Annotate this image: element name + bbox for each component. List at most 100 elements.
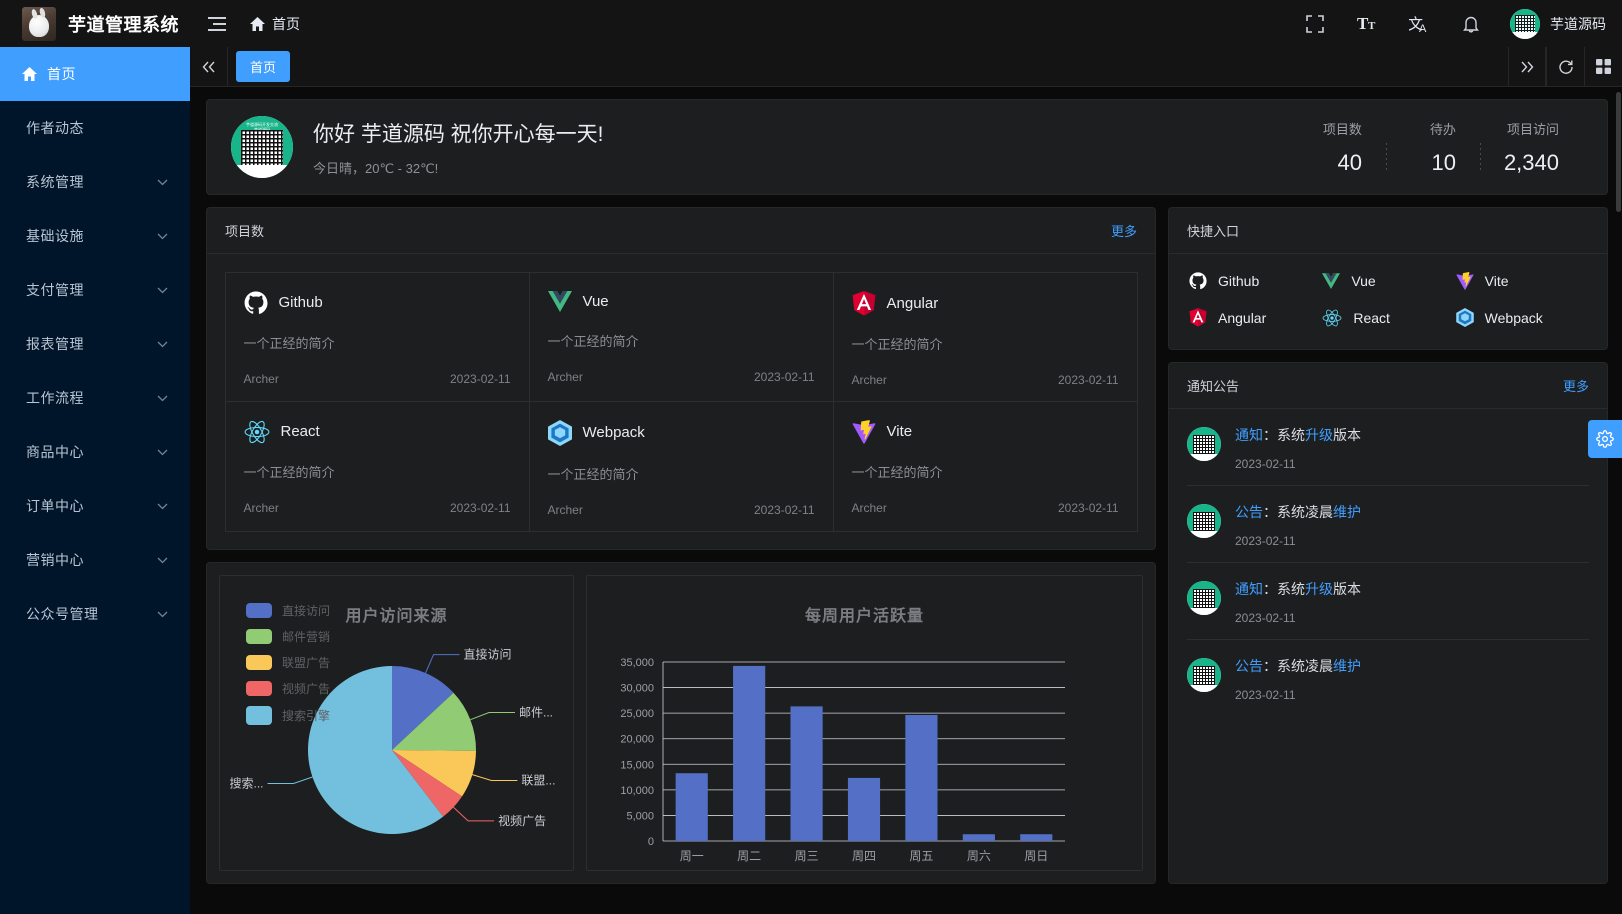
welcome-card: 芋道源码开发交流芋道源码 你好 芋道源码 祝你开心每一天! 今日晴，20℃ - … [206, 99, 1608, 195]
project-title-row: Webpack [547, 419, 815, 446]
sidebar-item-home[interactable]: 首页 [0, 47, 190, 101]
sidebar-item-label: 基础设施 [26, 228, 84, 244]
stat-value: 2,340 [1503, 149, 1559, 175]
home-icon [250, 16, 265, 31]
sidebar-item-workflow[interactable]: 工作流程 [0, 371, 190, 425]
sidebar-item-label: 支付管理 [26, 282, 84, 298]
sidebar-item-label: 报表管理 [26, 336, 84, 352]
sidebar-item-report[interactable]: 报表管理 [0, 317, 190, 371]
notice-body: 公告：系统凌晨维护 2023-02-11 [1235, 656, 1361, 702]
pie-chart-title: 用户访问来源 [345, 608, 448, 625]
tab-home[interactable]: 首页 [236, 51, 291, 82]
project-card[interactable]: Angular 一个正经的简介 Archer 2023-02-11 [832, 271, 1138, 402]
qrcode-avatar [1187, 427, 1221, 461]
app-title: 芋道管理系统 [68, 14, 179, 35]
qrcode-avatar [1187, 658, 1221, 692]
sidebar-item-label: 工作流程 [26, 390, 84, 406]
brand[interactable]: 芋道管理系统 [0, 6, 190, 41]
quick-item-github[interactable]: Github [1189, 272, 1322, 290]
legend-item[interactable]: 搜索引擎 [246, 706, 330, 725]
notice-title: 公告：系统凌晨维护 [1235, 504, 1361, 520]
legend-item[interactable]: 视频广告 [246, 680, 330, 697]
vue-icon [547, 290, 572, 313]
project-card[interactable]: React 一个正经的简介 Archer 2023-02-11 [224, 400, 530, 532]
sidebar-item-mp[interactable]: 公众号管理 [0, 587, 190, 641]
pie-chart-svg[interactable]: 直接访问邮件...联盟...视频广告搜索... [220, 576, 573, 870]
bar-chart-title: 每周用户活跃量 [804, 608, 924, 625]
quick-item-label: Vue [1351, 273, 1376, 289]
double-chevron-right-icon[interactable] [1508, 47, 1546, 86]
svg-text:直接访问: 直接访问 [464, 647, 512, 662]
notice-item[interactable]: 公告：系统凌晨维护 2023-02-11 [1187, 640, 1589, 716]
project-card[interactable]: Vue 一个正经的简介 Archer 2023-02-11 [528, 271, 834, 402]
breadcrumb[interactable]: 首页 [250, 14, 300, 34]
hamburger-icon[interactable] [204, 11, 230, 37]
stat-label: 项目访问 [1506, 121, 1559, 137]
quick-item-angular[interactable]: Angular [1189, 308, 1322, 327]
quick-item-vite[interactable]: Vite [1456, 272, 1589, 290]
notice-item[interactable]: 公告：系统凌晨维护 2023-02-11 [1187, 486, 1589, 563]
bell-icon[interactable] [1458, 11, 1484, 37]
content: 芋道源码开发交流芋道源码 你好 芋道源码 祝你开心每一天! 今日晴，20℃ - … [190, 87, 1622, 914]
sidebar-item-system[interactable]: 系统管理 [0, 155, 190, 209]
gear-icon [1596, 430, 1614, 448]
refresh-icon[interactable] [1546, 47, 1584, 86]
quick-item-label: Angular [1218, 309, 1267, 326]
pie-chart: 用户访问来源 直接访问 邮件营销 [219, 575, 574, 871]
project-meta: Archer 2023-02-11 [548, 370, 815, 384]
notice-more-link[interactable]: 更多 [1562, 379, 1589, 394]
notice-item[interactable]: 通知：系统升级版本 2023-02-11 [1187, 563, 1589, 640]
welcome-text: 你好 芋道源码 祝你开心每一天! 今日晴，20℃ - 32℃! [313, 118, 604, 177]
project-meta: Archer 2023-02-11 [852, 501, 1119, 515]
project-card[interactable]: Webpack 一个正经的简介 Archer 2023-02-11 [528, 400, 834, 532]
projects-more-link[interactable]: 更多 [1110, 224, 1137, 239]
double-chevron-left-icon[interactable] [190, 47, 228, 86]
vite-icon [1456, 272, 1474, 290]
project-meta: Archer 2023-02-11 [244, 372, 511, 386]
notice-item[interactable]: 通知：系统升级版本 2023-02-11 [1187, 409, 1589, 486]
sidebar-item-product[interactable]: 商品中心 [0, 425, 190, 479]
svg-text:周六: 周六 [967, 849, 991, 863]
quick-item-react[interactable]: React [1322, 308, 1455, 327]
fullscreen-icon[interactable] [1302, 11, 1328, 37]
sidebar-item-author-news[interactable]: 作者动态 [0, 101, 190, 155]
settings-fab-button[interactable] [1588, 420, 1622, 458]
svg-text:T: T [1368, 20, 1376, 32]
notice-title: 通知：系统升级版本 [1235, 427, 1361, 443]
notice-panel-head: 通知公告 更多 [1169, 363, 1607, 409]
body: 首页 作者动态 系统管理 基础设施 支付管理 报表管理 工作流程 [0, 47, 1622, 914]
qrcode-avatar [1187, 504, 1221, 538]
bar-chart-svg[interactable]: 0 5,000 10,000 15,000 20,000 25,000 30,000 35,0… [587, 576, 1072, 870]
project-title-row: Angular [852, 290, 1119, 316]
svg-text:联盟...: 联盟... [521, 774, 555, 788]
legend-swatch [246, 681, 272, 696]
legend-item[interactable]: 邮件营销 [246, 628, 330, 645]
sidebar-item-order[interactable]: 订单中心 [0, 479, 190, 533]
bar-chart: 每周用户活跃量 0 5,000 10,000 15,000 20,000 25,000 30… [586, 575, 1143, 871]
vertical-scrollbar[interactable] [1616, 92, 1621, 212]
quick-item-vue[interactable]: Vue [1322, 272, 1455, 290]
user-menu[interactable]: 芋道源码 [1510, 8, 1606, 39]
project-name: Vite [886, 423, 913, 440]
middle-row: 项目数 更多 Github [206, 207, 1608, 884]
sidebar-item-payment[interactable]: 支付管理 [0, 263, 190, 317]
sidebar-item-marketing[interactable]: 营销中心 [0, 533, 190, 587]
legend-item[interactable]: 联盟广告 [246, 654, 330, 671]
grid-icon[interactable] [1584, 47, 1622, 86]
project-card[interactable]: Vite 一个正经的简介 Archer 2023-02-11 [832, 400, 1138, 532]
project-desc: 一个正经的简介 [243, 335, 335, 351]
project-card[interactable]: Github 一个正经的简介 Archer 2023-02-11 [224, 271, 530, 402]
chevron-down-icon [157, 341, 168, 348]
stat-value: 40 [1337, 149, 1362, 175]
sidebar-item-infra[interactable]: 基础设施 [0, 209, 190, 263]
projects-grid: Github 一个正经的简介 Archer 2023-02-11 [207, 254, 1155, 549]
project-author: Archer [243, 371, 279, 386]
legend-item[interactable]: 直接访问 [246, 602, 330, 619]
stat-value: 10 [1431, 149, 1456, 175]
sidebar: 首页 作者动态 系统管理 基础设施 支付管理 报表管理 工作流程 [0, 47, 190, 914]
quick-item-webpack[interactable]: Webpack [1455, 308, 1589, 327]
legend-swatch [246, 706, 272, 725]
